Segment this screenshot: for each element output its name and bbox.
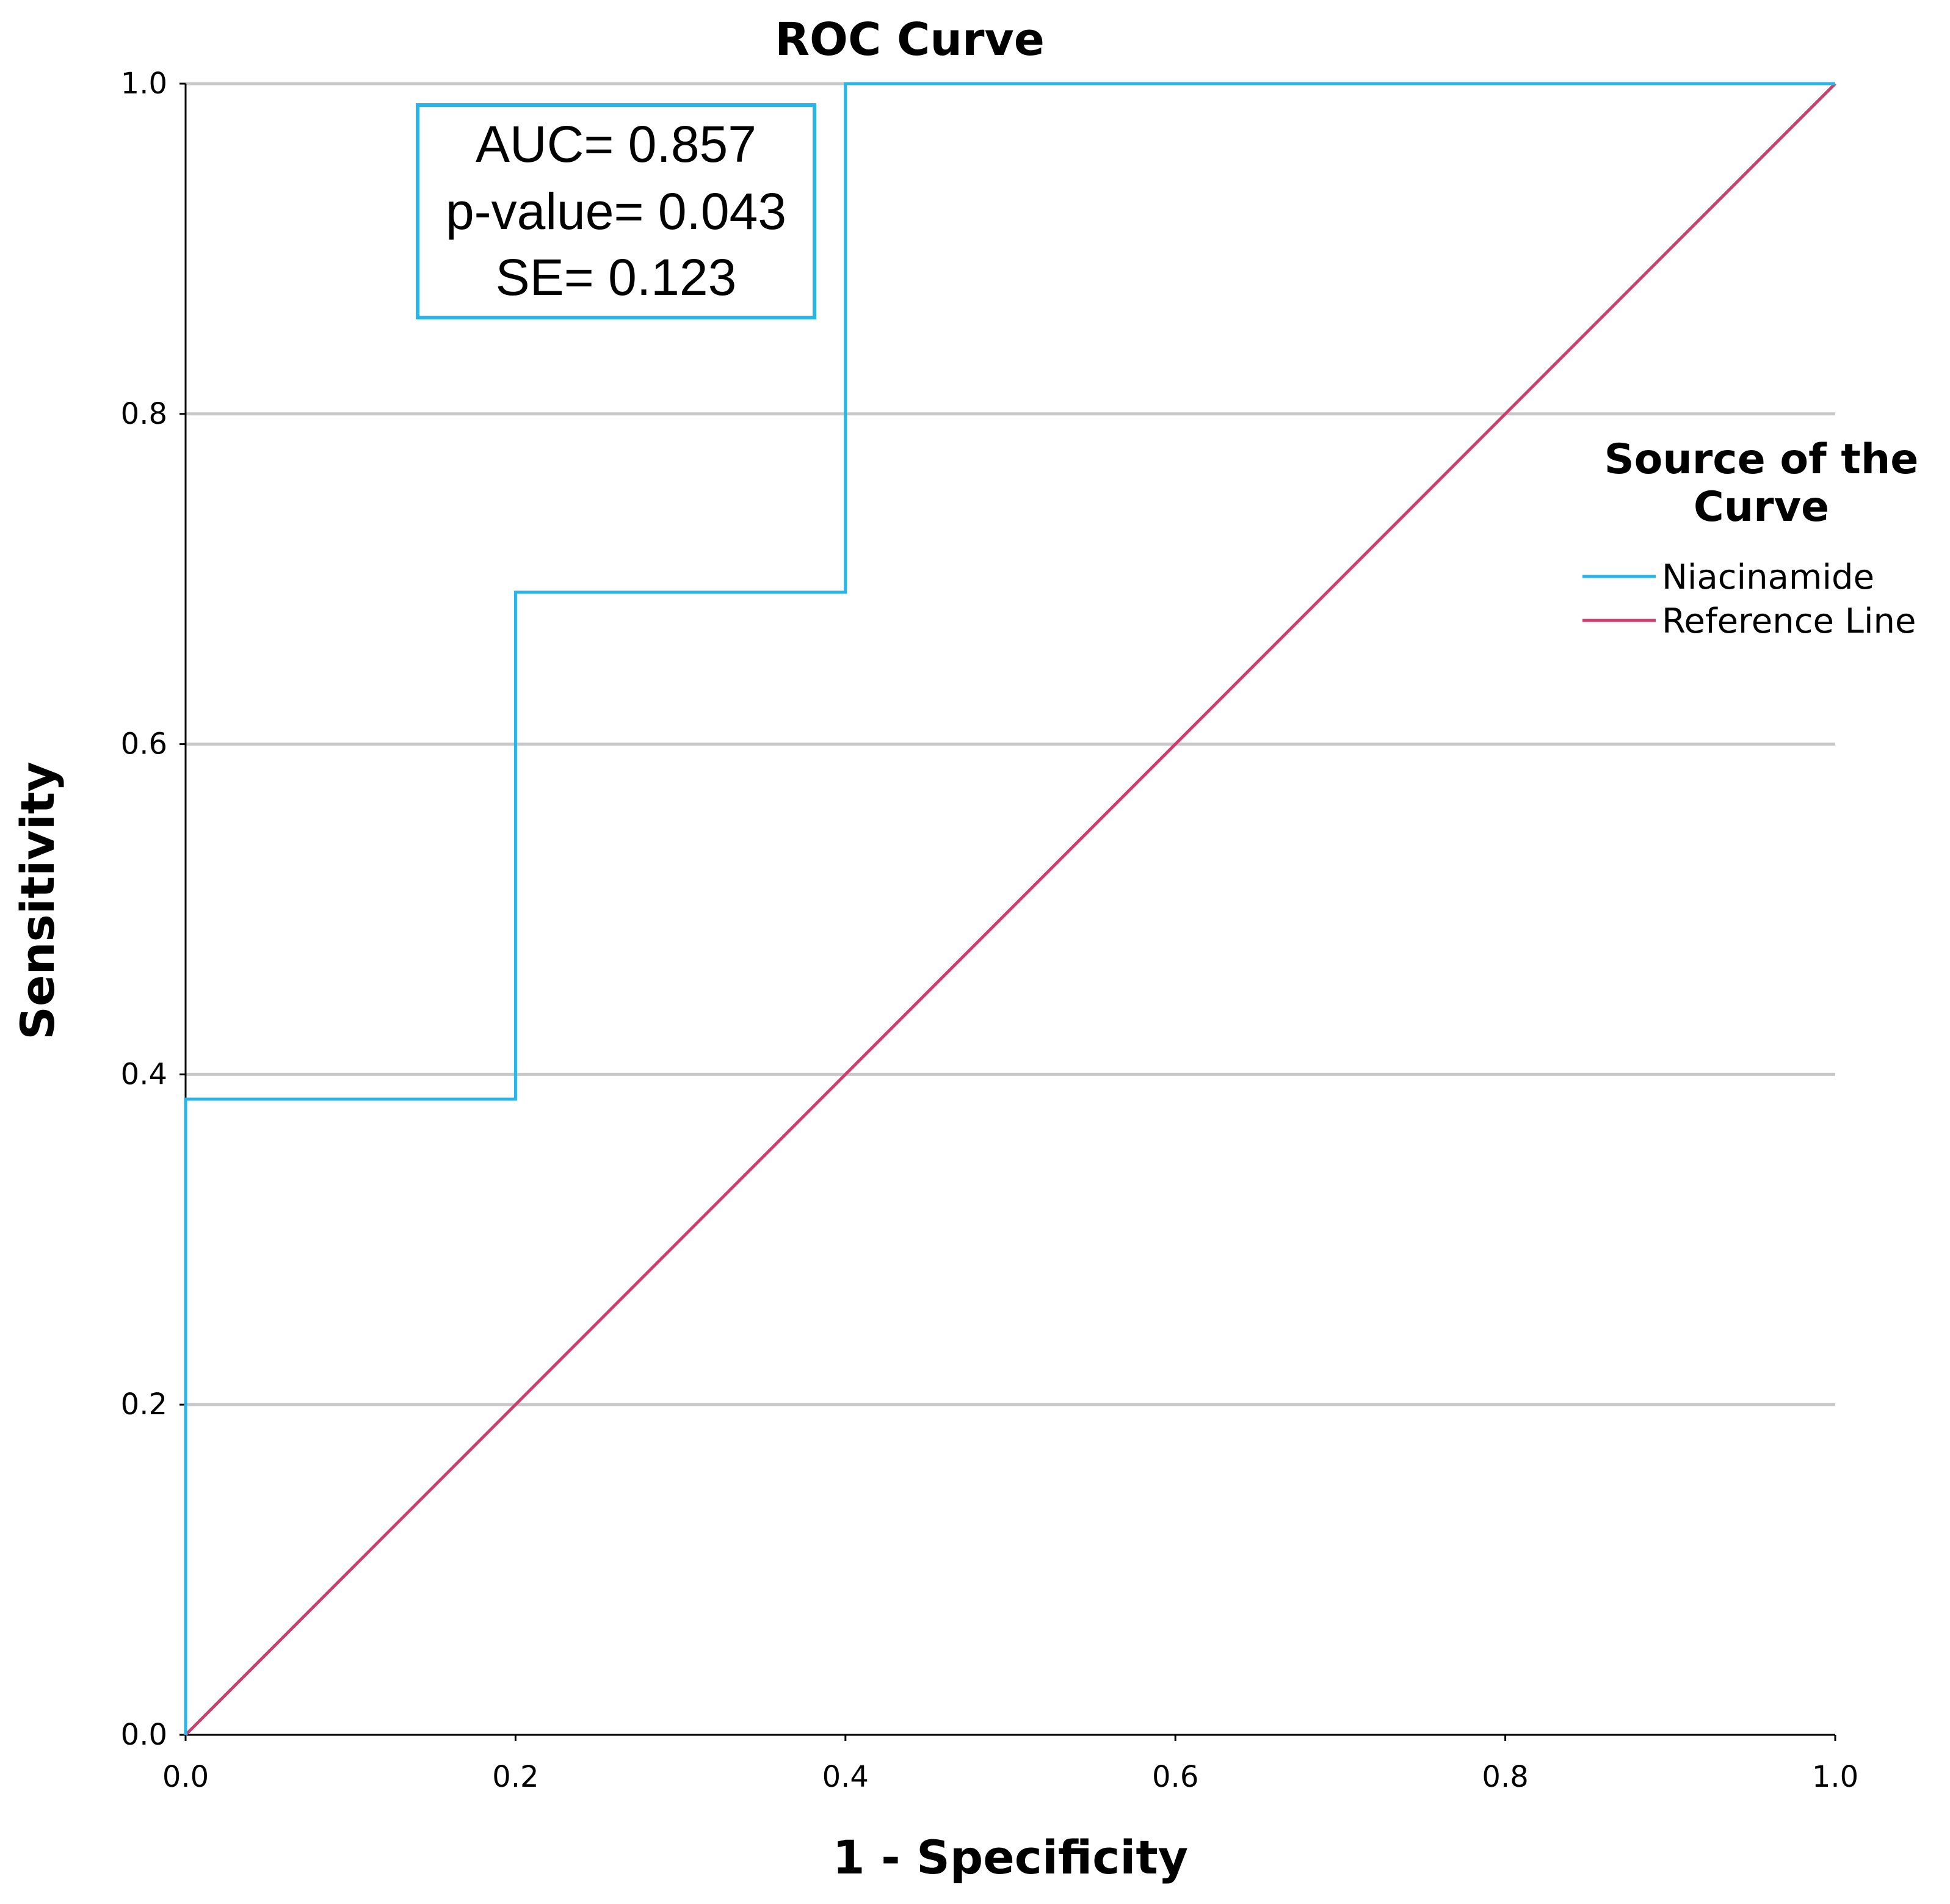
stats-annotation-box bbox=[416, 103, 816, 319]
legend-title-line-2: Curve bbox=[1694, 483, 1829, 531]
x-tick-label-5: 1.0 bbox=[1812, 1760, 1858, 1794]
stats-auc: AUC= 0.857 bbox=[476, 115, 756, 173]
y-axis-ticks: 0.0 0.2 0.4 0.6 0.8 1.0 bbox=[121, 67, 186, 1752]
stats-se: SE= 0.123 bbox=[496, 249, 737, 306]
legend-label-niacinamide: Niacinamide bbox=[1662, 558, 1874, 597]
legend-title-line-1: Source of the bbox=[1604, 435, 1919, 484]
series-niacinamide bbox=[184, 82, 1835, 1735]
x-axis-ticks: 0.0 0.2 0.4 0.6 0.8 1.0 bbox=[162, 1735, 1858, 1794]
chart-title: ROC Curve bbox=[775, 13, 1045, 66]
stats-p-value: p-value= 0.043 bbox=[446, 183, 786, 240]
y-axis-label: Sensitivity bbox=[10, 761, 65, 1040]
series-lines bbox=[184, 82, 1836, 1736]
y-tick-label-5: 1.0 bbox=[121, 67, 167, 101]
x-axis-label: 1 - Specificity bbox=[833, 1830, 1188, 1884]
series-reference-line bbox=[184, 82, 1836, 1736]
stats-annotation: AUC= 0.857 p-value= 0.043 SE= 0.123 bbox=[416, 103, 816, 319]
y-tick-label-4: 0.8 bbox=[121, 397, 167, 431]
x-tick-label-3: 0.6 bbox=[1152, 1760, 1198, 1794]
x-tick-label-0: 0.0 bbox=[162, 1760, 209, 1794]
legend-label-reference-line: Reference Line bbox=[1662, 601, 1916, 641]
y-tick-label-3: 0.6 bbox=[121, 727, 167, 761]
legend: Source of the Curve Niacinamide Referenc… bbox=[1582, 435, 1918, 641]
x-tick-label-4: 0.8 bbox=[1482, 1760, 1528, 1794]
x-tick-label-1: 0.2 bbox=[492, 1760, 538, 1794]
y-tick-label-0: 0.0 bbox=[121, 1718, 167, 1752]
x-tick-label-2: 0.4 bbox=[822, 1760, 869, 1794]
y-tick-label-2: 0.4 bbox=[121, 1057, 167, 1091]
y-tick-label-1: 0.2 bbox=[121, 1387, 167, 1422]
